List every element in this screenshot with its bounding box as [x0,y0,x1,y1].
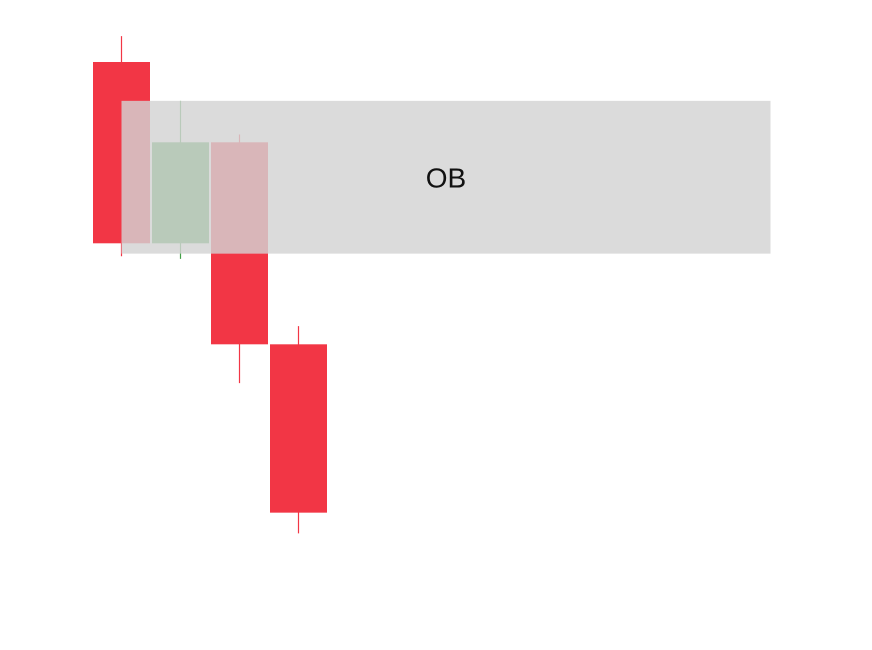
order-block-label: OB [426,162,466,193]
candle [270,326,327,534]
candle-body [270,344,327,513]
order-block-zone [121,100,771,254]
